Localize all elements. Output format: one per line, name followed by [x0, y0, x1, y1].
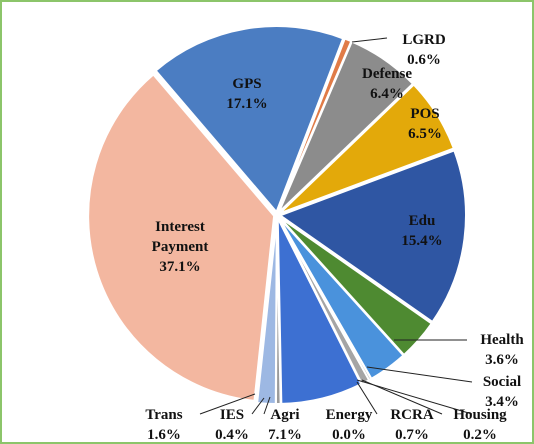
slice-value: 3.4%	[485, 394, 519, 410]
slice-value: 1.6%	[147, 427, 181, 443]
leader-line	[351, 37, 388, 43]
slice-label: Trans 1.6%	[145, 405, 183, 443]
pie-slice	[278, 83, 456, 215]
pie-slice	[277, 37, 353, 213]
slice-value: 7.1%	[268, 427, 302, 443]
slice-value: 0.6%	[407, 52, 441, 68]
leader-lines	[199, 37, 473, 415]
slice-label: Agri 7.1%	[268, 405, 302, 443]
slice-value: 6.4%	[370, 86, 404, 102]
slice-name: Edu	[408, 213, 436, 229]
slice-label: GPS 17.1%	[226, 74, 267, 114]
slice-name: Social	[482, 374, 522, 390]
slice-name: Health	[480, 332, 524, 348]
slice-name: RCRA	[390, 407, 434, 423]
slice-label: LGRD 0.6%	[402, 30, 445, 70]
slice-label: Housing 0.2%	[453, 405, 507, 443]
slice-value: 6.5%	[408, 126, 442, 142]
slice-label: Energy 0.0%	[325, 405, 373, 443]
slice-value: 37.1%	[159, 259, 201, 275]
pie-slice	[277, 149, 467, 324]
slice-name: LGRD	[402, 32, 446, 48]
slice-label: IES 0.4%	[215, 405, 249, 443]
slice-value: 17.1%	[226, 96, 268, 112]
slice-label: RCRA 0.7%	[390, 405, 434, 443]
slice-label: Interest Payment 37.1%	[140, 217, 220, 277]
leader-line	[356, 381, 378, 415]
leader-line	[263, 396, 271, 415]
leader-line	[199, 393, 256, 415]
slice-label: Health 3.6%	[480, 330, 523, 370]
leader-line	[361, 379, 443, 415]
slice-label: Edu 15.4%	[401, 211, 442, 251]
slice-label: Social 3.4%	[483, 372, 521, 412]
slice-name: Interest Payment	[151, 219, 209, 255]
slice-name: Trans	[145, 407, 183, 423]
slice-name: Agri	[270, 407, 300, 423]
slice-value: 0.2%	[463, 427, 497, 443]
slice-value: 3.6%	[485, 352, 519, 368]
slice-value: 0.7%	[395, 427, 429, 443]
slice-name: GPS	[232, 76, 262, 92]
slice-name: Housing	[453, 407, 507, 423]
slice-name: Energy	[325, 407, 373, 423]
slice-label: Defense 6.4%	[362, 64, 412, 104]
leader-line	[251, 397, 265, 415]
pie-slice	[154, 25, 345, 214]
slice-value: 0.4%	[215, 427, 249, 443]
slice-name: Defense	[362, 66, 412, 82]
leader-line	[366, 366, 473, 383]
slice-name: IES	[219, 407, 245, 423]
slice-value: 0.0%	[332, 427, 366, 443]
slice-name: POS	[410, 106, 440, 122]
slice-value: 15.4%	[401, 233, 443, 249]
slice-label: POS 6.5%	[408, 104, 442, 144]
pie-slice	[87, 73, 276, 402]
